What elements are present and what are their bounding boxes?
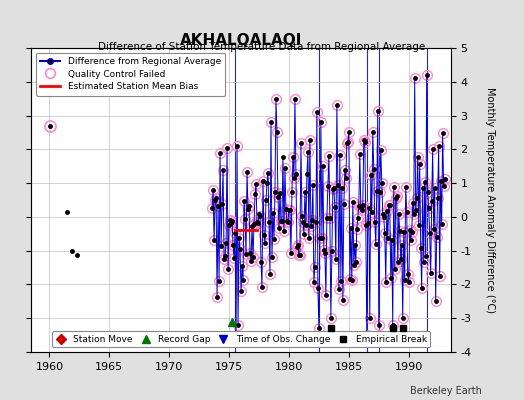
Title: AKHALQALAQI: AKHALQALAQI: [180, 33, 302, 48]
Legend: Station Move, Record Gap, Time of Obs. Change, Empirical Break: Station Move, Record Gap, Time of Obs. C…: [52, 331, 430, 348]
Text: Difference of Station Temperature Data from Regional Average: Difference of Station Temperature Data f…: [99, 42, 425, 52]
Y-axis label: Monthly Temperature Anomaly Difference (°C): Monthly Temperature Anomaly Difference (…: [485, 87, 495, 313]
Text: Berkeley Earth: Berkeley Earth: [410, 386, 482, 396]
